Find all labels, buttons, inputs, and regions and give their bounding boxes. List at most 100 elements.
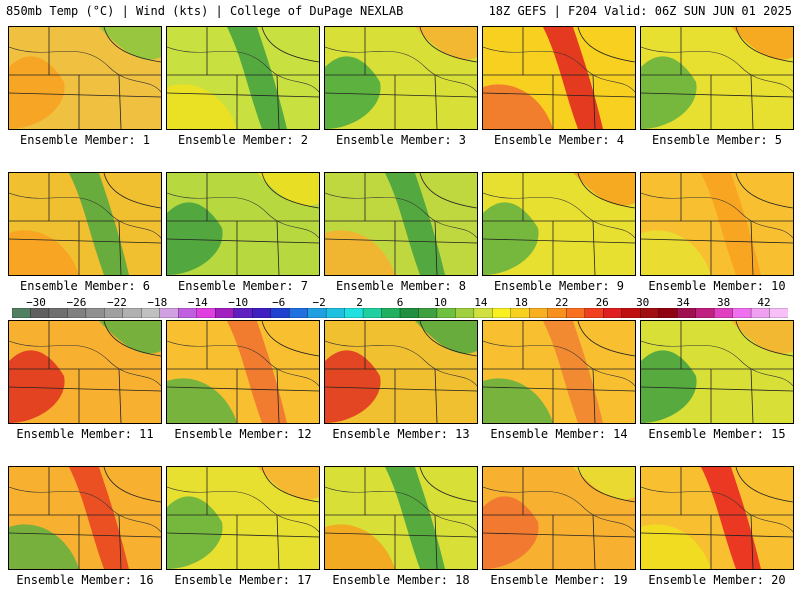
state-border	[103, 173, 161, 209]
ensemble-map	[640, 320, 794, 424]
colorbar-swatch	[288, 308, 309, 318]
colorbar-strip	[12, 308, 788, 318]
ensemble-map	[324, 172, 478, 276]
isotherm-contour	[167, 46, 319, 93]
ensemble-member-label: Ensemble Member: 17	[174, 573, 312, 587]
ensemble-map	[640, 172, 794, 276]
ensemble-panel: Ensemble Member: 13	[324, 320, 478, 441]
state-border	[750, 220, 754, 275]
colorbar-swatch	[510, 308, 530, 318]
ensemble-member-label: Ensemble Member: 3	[335, 133, 467, 147]
temperature-shading	[9, 56, 65, 129]
temperature-shading	[167, 84, 237, 129]
ensemble-map	[8, 172, 162, 276]
state-border	[483, 386, 635, 392]
temperature-shading	[483, 84, 553, 129]
temperature-field	[641, 173, 793, 275]
ensemble-map	[8, 26, 162, 130]
colorbar-swatch	[769, 308, 788, 318]
colorbar-swatch	[750, 308, 771, 318]
isotherm-contour	[641, 46, 793, 93]
colorbar-swatch	[104, 308, 124, 318]
colorbar-swatch	[48, 308, 69, 318]
state-border	[434, 220, 438, 275]
colorbar-tick-label: 10	[433, 296, 448, 309]
state-border	[276, 220, 280, 275]
state-border	[735, 173, 793, 209]
colorbar-tick-label: −22	[106, 296, 127, 309]
state-border	[118, 220, 122, 275]
temperature-shading	[325, 524, 395, 569]
colorbar-tick-label: 14	[474, 296, 488, 309]
temperature-shading	[731, 27, 793, 60]
state-border	[735, 467, 793, 503]
temperature-shading	[483, 496, 539, 569]
state-border	[261, 173, 319, 209]
colorbar-swatch	[492, 308, 512, 318]
ensemble-member-label: Ensemble Member: 15	[648, 427, 786, 441]
colorbar-swatch	[584, 308, 604, 318]
colorbar-tick-label: −10	[228, 296, 249, 309]
ensemble-map	[166, 26, 320, 130]
state-border	[592, 368, 596, 423]
colorbar-swatch	[307, 308, 327, 318]
state-border	[167, 238, 319, 244]
state-border	[9, 92, 161, 98]
colorbar: −30 −26 −22 −18 −14 −10 −6 −2 2 6 10 14 18 22 26 30 34 38…	[0, 296, 800, 320]
state-border	[118, 514, 122, 569]
isotherm-contour	[325, 486, 477, 533]
ensemble-panel: Ensemble Member: 6	[8, 172, 162, 293]
state-border	[325, 532, 477, 538]
colorbar-tick-label: 26	[595, 296, 609, 309]
isotherm-contour	[641, 192, 793, 239]
isotherm-contour	[325, 340, 477, 387]
ensemble-map	[8, 320, 162, 424]
ensemble-panel: Ensemble Member: 7	[166, 172, 320, 293]
state-border	[276, 368, 280, 423]
ensemble-member-label: Ensemble Member: 12	[174, 427, 312, 441]
ensemble-member-label: Ensemble Member: 7	[177, 279, 309, 293]
colorbar-swatch	[566, 308, 586, 318]
ensemble-map	[166, 172, 320, 276]
state-border	[641, 532, 793, 538]
temperature-shading	[415, 27, 477, 60]
colorbar-swatch	[67, 308, 87, 318]
ensemble-member-label: Ensemble Member: 8	[335, 279, 467, 293]
isotherm-contour	[483, 46, 635, 93]
ensemble-map	[324, 26, 478, 130]
isotherm-contour	[483, 340, 635, 387]
ensemble-panel: Ensemble Member: 19	[482, 466, 636, 587]
ensemble-panel: Ensemble Member: 15	[640, 320, 794, 441]
temperature-field	[167, 27, 319, 129]
state-border	[261, 321, 319, 357]
ensemble-panel: Ensemble Member: 1	[8, 26, 162, 147]
temperature-shading	[641, 230, 711, 275]
temperature-shading	[325, 350, 381, 423]
colorbar-swatch	[362, 308, 383, 318]
colorbar-swatch	[418, 308, 438, 318]
state-border	[434, 74, 438, 129]
ensemble-member-label: Ensemble Member: 6	[19, 279, 151, 293]
colorbar-tick-label: 18	[514, 296, 528, 309]
temperature-shading	[9, 350, 65, 423]
state-border	[592, 74, 596, 129]
temperature-shading	[99, 321, 161, 354]
ensemble-member-label: Ensemble Member: 9	[493, 279, 625, 293]
ensemble-member-label: Ensemble Member: 19	[490, 573, 628, 587]
colorbar-swatch	[122, 308, 142, 318]
temperature-shading	[325, 56, 381, 129]
state-border	[434, 514, 438, 569]
state-border	[325, 92, 477, 98]
ensemble-member-label: Ensemble Member: 20	[648, 573, 786, 587]
state-border	[577, 173, 635, 209]
state-border	[735, 321, 793, 357]
isotherm-contour	[9, 486, 161, 533]
colorbar-swatch	[215, 308, 235, 318]
colorbar-swatch	[85, 308, 106, 318]
state-border	[276, 74, 280, 129]
temperature-field	[9, 321, 161, 423]
state-border	[641, 386, 793, 392]
colorbar-swatch	[196, 308, 216, 318]
temperature-field	[483, 321, 635, 423]
temperature-field	[325, 27, 477, 129]
